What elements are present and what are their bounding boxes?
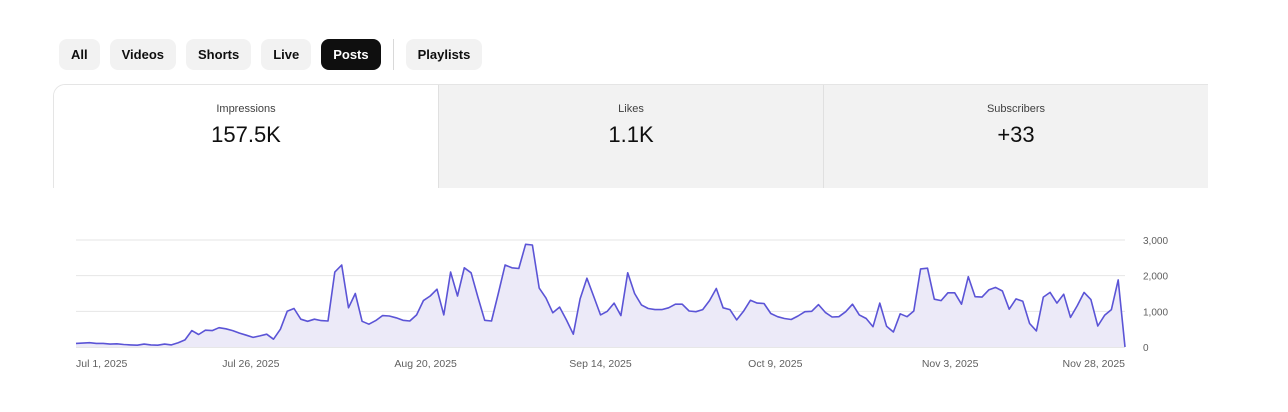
y-tick-label: 1,000 (1143, 307, 1168, 318)
chip-divider (392, 39, 394, 70)
chip-posts[interactable]: Posts (321, 39, 381, 70)
chip-all[interactable]: All (59, 39, 100, 70)
metric-value: +33 (997, 122, 1035, 147)
series-area (76, 244, 1125, 347)
x-tick-label: Oct 9, 2025 (748, 358, 802, 370)
metric-label: Likes (618, 103, 644, 115)
x-tick-label: Jul 1, 2025 (76, 358, 128, 370)
x-tick-label: Jul 26, 2025 (222, 358, 279, 370)
metric-label: Impressions (216, 103, 276, 115)
chip-videos[interactable]: Videos (109, 39, 177, 70)
chip-live[interactable]: Live (261, 39, 312, 70)
filter-chip-bar: All Videos Shorts Live Posts Playlists (59, 39, 492, 70)
x-tick-label: Sep 14, 2025 (569, 358, 632, 370)
metric-label: Subscribers (986, 103, 1046, 115)
chip-playlists[interactable]: Playlists (405, 39, 483, 70)
y-tick-label: 2,000 (1143, 272, 1168, 283)
metric-tabs: Impressions 157.5K Likes 1.1K Subscriber… (53, 84, 1208, 188)
metric-tab-likes[interactable]: Likes 1.1K (438, 85, 823, 188)
metric-tab-impressions[interactable]: Impressions 157.5K (54, 85, 438, 188)
metric-tab-subscribers[interactable]: Subscribers +33 (823, 85, 1208, 188)
series-line (75, 243, 1126, 348)
chip-shorts[interactable]: Shorts (186, 39, 252, 70)
y-tick-label: 0 (1143, 343, 1149, 354)
metric-value: 1.1K (608, 122, 654, 147)
x-tick-label: Nov 28, 2025 (1063, 358, 1126, 370)
y-tick-label: 3,000 (1143, 236, 1168, 247)
x-tick-label: Nov 3, 2025 (922, 358, 979, 370)
x-tick-label: Aug 20, 2025 (394, 358, 457, 370)
metric-value: 157.5K (211, 122, 281, 147)
